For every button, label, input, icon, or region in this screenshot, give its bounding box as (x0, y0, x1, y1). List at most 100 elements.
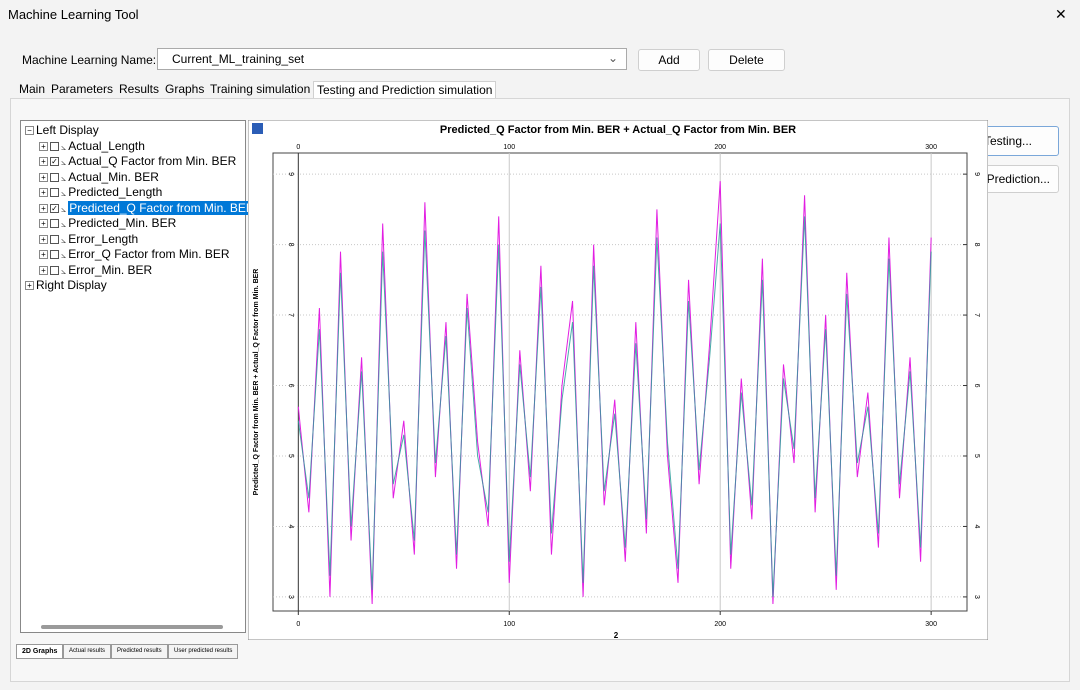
expander[interactable]: + (39, 188, 48, 198)
window-title: Machine Learning Tool (8, 7, 139, 22)
x-tick-label-top: 100 (503, 144, 515, 151)
tree-item[interactable]: + ⦣ Error_Length (25, 232, 256, 248)
y-tick-label: 6 (287, 384, 294, 388)
bottom-tab[interactable]: 2D Graphs (16, 644, 64, 659)
plot-frame (272, 152, 968, 612)
bottom-tab[interactable]: User predicted results (168, 644, 239, 659)
chart-background (248, 120, 988, 640)
graph-icon: ⦣ (61, 203, 67, 214)
y-tick-label-right: 6 (973, 384, 980, 388)
y-tick-label-right: 5 (973, 454, 980, 458)
tree-root[interactable]: + Right Display (25, 278, 256, 294)
tree-item[interactable]: + ⦣ Actual_Length (25, 139, 256, 155)
x-tick-label: 200 (714, 621, 726, 628)
tree-label: Left Display (36, 123, 99, 137)
tree-label: Actual_Length (68, 138, 145, 153)
expander[interactable]: + (39, 172, 48, 182)
chart-title: Predicted_Q Factor from Min. BER + Actua… (440, 124, 796, 136)
tree-label: Error_Length (68, 231, 139, 246)
checkbox[interactable] (50, 219, 59, 229)
graph-icon: ⦣ (61, 265, 67, 276)
tab[interactable]: Training simulation (210, 82, 311, 96)
tree-item[interactable]: + ✓ ⦣ Actual_Q Factor from Min. BER (25, 154, 256, 170)
checkbox[interactable] (50, 265, 59, 275)
expander[interactable]: − (25, 126, 34, 136)
y-tick-label: 4 (287, 524, 294, 528)
graph-icon: ⦣ (61, 141, 67, 152)
name-combobox[interactable]: Current_ML_training_set ⌄ (157, 48, 627, 70)
expander[interactable]: + (39, 234, 48, 244)
y-tick-label-right: 9 (973, 172, 980, 176)
tree-item[interactable]: + ⦣ Actual_Min. BER (25, 170, 256, 186)
x-tick-label: 0 (296, 621, 300, 628)
y-tick-label: 7 (287, 313, 294, 317)
chart-panel: Predicted_Q Factor from Min. BER + Actua… (248, 120, 988, 640)
graph-icon: ⦣ (61, 157, 67, 167)
chart-icon (252, 123, 263, 134)
close-button[interactable]: ✕ (1055, 6, 1067, 22)
y-tick-label-right: 4 (973, 524, 980, 528)
checkbox[interactable]: ✓ (50, 157, 59, 167)
checkbox[interactable] (50, 188, 59, 198)
bottom-tab[interactable]: Predicted results (111, 644, 168, 659)
series-line (297, 181, 932, 604)
tree-label: Actual_Min. BER (68, 169, 159, 184)
tree-item[interactable]: + ✓ ⦣ Predicted_Q Factor from Min. BER (25, 200, 256, 217)
bottom-tab[interactable]: Actual results (63, 644, 112, 659)
series-line (297, 216, 932, 597)
graph-icon: ⦣ (61, 234, 67, 245)
tree-label: Error_Q Factor from Min. BER (68, 247, 230, 261)
y-axis-label: Predicted_Q Factor from Min. BER + Actua… (253, 269, 260, 496)
tab[interactable]: Main (19, 82, 46, 96)
tree-item[interactable]: + ⦣ Predicted_Min. BER (25, 216, 256, 232)
checkbox[interactable] (50, 172, 59, 182)
tree-label: Actual_Q Factor from Min. BER (68, 154, 237, 168)
checkbox[interactable] (50, 234, 59, 244)
tree-root[interactable]: − Left Display (25, 123, 256, 139)
tab[interactable]: Testing and Prediction simulation (313, 81, 497, 99)
x-tick-label: 100 (503, 621, 515, 628)
scrollbar[interactable] (41, 625, 223, 629)
x-tick-label-top: 0 (296, 144, 300, 151)
tree-label: Predicted_Length (68, 185, 163, 199)
expander[interactable]: + (39, 141, 48, 151)
y-tick-label-right: 8 (973, 243, 980, 247)
graph-icon: ⦣ (61, 188, 67, 198)
tree-item[interactable]: + ⦣ Error_Min. BER (25, 263, 256, 279)
graph-icon: ⦣ (61, 250, 67, 260)
tab[interactable]: Parameters (51, 82, 114, 96)
add-button[interactable]: Add (638, 49, 700, 71)
tab[interactable]: Results (119, 82, 160, 96)
tab[interactable]: Graphs (165, 82, 205, 96)
y-tick-label: 5 (287, 454, 294, 458)
expander[interactable]: + (39, 157, 48, 167)
expander[interactable]: + (39, 203, 48, 213)
checkbox[interactable] (50, 141, 59, 151)
y-tick-label: 9 (287, 172, 294, 176)
name-label: Machine Learning Name: (22, 53, 157, 67)
tree-item[interactable]: + ⦣ Predicted_Length (25, 185, 256, 201)
expander[interactable]: + (25, 281, 34, 291)
y-tick-label-right: 7 (973, 313, 980, 317)
y-tick-label: 8 (287, 243, 294, 247)
tree-label: Error_Min. BER (68, 262, 153, 277)
combobox-value: Current_ML_training_set (172, 52, 305, 66)
graph-icon: ⦣ (61, 172, 67, 183)
x-tick-label-top: 200 (714, 144, 726, 151)
expander[interactable]: + (39, 265, 48, 275)
tree-label: Predicted_Min. BER (68, 216, 177, 230)
expander[interactable]: + (39, 250, 48, 260)
expander[interactable]: + (39, 219, 48, 229)
dropdown-arrow: ⌄ (607, 51, 618, 65)
tree-panel: − Left Display + ⦣ Actual_Length + ✓ ⦣ Actual_Q … (20, 120, 256, 633)
tree-item[interactable]: + ⦣ Error_Q Factor from Min. BER (25, 247, 256, 263)
tree-label: Right Display (36, 278, 107, 292)
x-tick-label: 300 (925, 621, 937, 628)
checkbox[interactable] (50, 250, 59, 260)
checkbox[interactable]: ✓ (50, 203, 59, 213)
y-tick-label: 3 (287, 595, 294, 599)
delete-button[interactable]: Delete (708, 49, 785, 71)
graph-icon: ⦣ (61, 219, 67, 229)
y-tick-label-right: 3 (973, 595, 980, 599)
